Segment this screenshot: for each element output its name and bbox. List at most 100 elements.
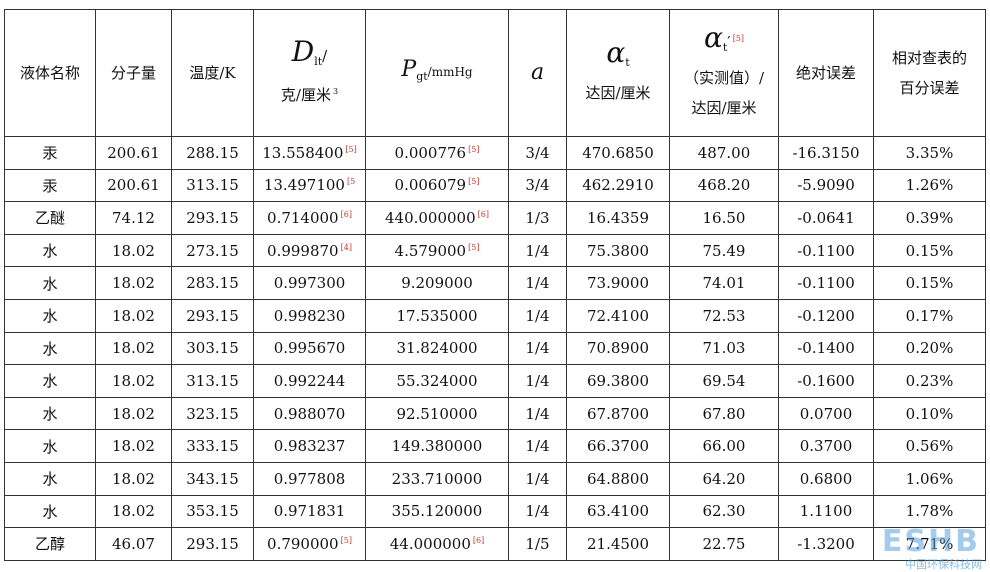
cell-liquid-name: 汞	[4, 168, 96, 203]
cell-liquid-name: 水	[4, 429, 96, 463]
header-alpha-calc: αt 达因/厘米	[566, 9, 670, 137]
reference-marker: [6]	[477, 209, 489, 219]
cell-density: 0.995670	[253, 331, 366, 366]
table-row: 汞 200.61 313.15 13.497100 [5 0.006079 [5] 3/4 46…	[4, 168, 986, 203]
table-row: 乙醇 46.07 293.15 0.790000 [5] 44.000000 [6] 1/5 2…	[4, 527, 986, 561]
cell-absolute-error: -0.1200	[778, 298, 874, 333]
cell-density: 0.988070	[253, 396, 366, 431]
table-row: 水 18.02 323.15 0.988070 92.510000 1/4 67.8700 6…	[4, 396, 986, 431]
cell-temperature: 283.15	[171, 266, 254, 300]
header-temperature: 温度/K	[171, 9, 254, 137]
cell-alpha-calc: 21.4500	[566, 527, 670, 561]
cell-vapor-pressure: 233.710000	[365, 461, 509, 496]
cell-liquid-name: 水	[4, 298, 96, 333]
cell-liquid-name: 水	[4, 364, 96, 398]
cell-absolute-error: -16.3150	[778, 136, 874, 170]
cell-vapor-pressure: 0.000776 [5]	[365, 136, 509, 170]
cell-molecular-weight: 74.12	[95, 201, 172, 235]
cell-alpha-measured: 67.80	[669, 396, 779, 431]
surface-tension-table: 液体名称 分子量 温度/K Dlt/ 克/厘米 3 Pgt/mmHg a αt 达…	[4, 9, 986, 561]
cell-absolute-error: 0.3700	[778, 429, 874, 463]
cell-temperature: 303.15	[171, 331, 254, 366]
cell-liquid-name: 水	[4, 266, 96, 300]
cell-liquid-name: 水	[4, 494, 96, 529]
cell-alpha-measured: 64.20	[669, 461, 779, 496]
header-a: a	[508, 9, 567, 137]
cell-temperature: 313.15	[171, 168, 254, 203]
header-absolute-error: 绝对误差	[778, 9, 874, 137]
cell-relative-error: 1.78%	[873, 494, 986, 529]
cell-density: 13.558400 [5]	[253, 136, 366, 170]
cell-alpha-measured: 66.00	[669, 429, 779, 463]
cell-liquid-name: 水	[4, 233, 96, 268]
reference-marker: [5]	[468, 144, 480, 154]
cell-alpha-measured: 72.53	[669, 298, 779, 333]
cell-alpha-calc: 16.4359	[566, 201, 670, 235]
header-liquid-name: 液体名称	[4, 9, 96, 137]
cell-relative-error: 0.15%	[873, 233, 986, 268]
cell-relative-error: 0.17%	[873, 298, 986, 333]
cell-temperature: 293.15	[171, 201, 254, 235]
table-row: 水 18.02 273.15 0.999870 [4] 4.579000 [5] 1/4 75.…	[4, 233, 986, 268]
cell-alpha-measured: 71.03	[669, 331, 779, 366]
cell-molecular-weight: 18.02	[95, 266, 172, 300]
cell-density: 0.714000 [6]	[253, 201, 366, 235]
cell-relative-error: 3.35%	[873, 136, 986, 170]
watermark-text: 中国环保科技网	[905, 558, 982, 571]
table-row: 水 18.02 333.15 0.983237 149.380000 1/4 66.3700…	[4, 429, 986, 463]
cell-alpha-measured: 487.00	[669, 136, 779, 170]
cell-absolute-error: -0.1600	[778, 364, 874, 398]
reference-marker: [5]	[468, 242, 480, 252]
reference-marker: [5]	[340, 535, 352, 545]
cell-a: 1/4	[508, 494, 567, 529]
cell-alpha-calc: 66.3700	[566, 429, 670, 463]
cell-vapor-pressure: 4.579000 [5]	[365, 233, 509, 268]
cell-density: 0.790000 [5]	[253, 527, 366, 561]
cell-a: 1/4	[508, 331, 567, 366]
cell-relative-error: 0.56%	[873, 429, 986, 463]
cell-relative-error: 0.10%	[873, 396, 986, 431]
cell-molecular-weight: 200.61	[95, 168, 172, 203]
cell-vapor-pressure: 44.000000 [6]	[365, 527, 509, 561]
cell-absolute-error: -1.3200	[778, 527, 874, 561]
watermark-logo: ESHB	[881, 524, 980, 559]
table-row: 水 18.02 353.15 0.971831 355.120000 1/4 63.4100…	[4, 494, 986, 529]
cell-absolute-error: 0.6800	[778, 461, 874, 496]
cell-absolute-error: -0.1400	[778, 331, 874, 366]
cell-molecular-weight: 18.02	[95, 331, 172, 366]
cell-liquid-name: 乙醇	[4, 527, 96, 561]
cell-molecular-weight: 18.02	[95, 494, 172, 529]
density-symbol: D	[291, 34, 315, 68]
header-density: Dlt/ 克/厘米 3	[253, 9, 366, 137]
cell-relative-error: 0.20%	[873, 331, 986, 366]
cell-relative-error: 0.15%	[873, 266, 986, 300]
cell-vapor-pressure: 55.324000	[365, 364, 509, 398]
cell-alpha-measured: 74.01	[669, 266, 779, 300]
table-row: 水 18.02 313.15 0.992244 55.324000 1/4 69.3800 6…	[4, 364, 986, 398]
cell-density: 13.497100 [5	[253, 168, 366, 203]
cell-temperature: 333.15	[171, 429, 254, 463]
header-vapor-pressure: Pgt/mmHg	[365, 9, 509, 137]
cell-a: 1/4	[508, 396, 567, 431]
cell-a: 1/4	[508, 429, 567, 463]
cell-vapor-pressure: 31.824000	[365, 331, 509, 366]
cell-relative-error: 0.39%	[873, 201, 986, 235]
cell-temperature: 353.15	[171, 494, 254, 529]
cell-molecular-weight: 18.02	[95, 396, 172, 431]
cell-relative-error: 0.23%	[873, 364, 986, 398]
cell-relative-error: 7.71%	[873, 527, 986, 561]
cell-alpha-calc: 462.2910	[566, 168, 670, 203]
cell-temperature: 293.15	[171, 527, 254, 561]
cell-absolute-error: -0.1100	[778, 266, 874, 300]
cell-relative-error: 1.26%	[873, 168, 986, 203]
cell-temperature: 293.15	[171, 298, 254, 333]
cell-liquid-name: 乙醚	[4, 201, 96, 235]
reference-marker: [6]	[472, 535, 485, 545]
cell-molecular-weight: 18.02	[95, 364, 172, 398]
cell-alpha-calc: 64.8800	[566, 461, 670, 496]
cell-temperature: 273.15	[171, 233, 254, 268]
reference-marker: [6]	[340, 209, 352, 219]
cell-alpha-calc: 470.6850	[566, 136, 670, 170]
cell-alpha-measured: 468.20	[669, 168, 779, 203]
cell-density: 0.998230	[253, 298, 366, 333]
